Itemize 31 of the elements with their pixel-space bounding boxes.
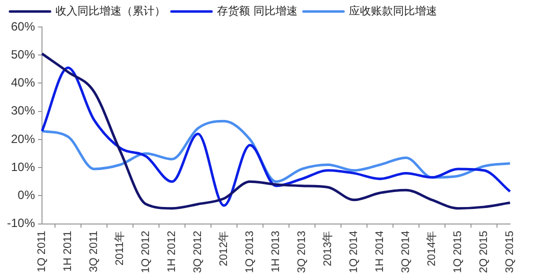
x-tick-label: 3Q 2012	[192, 230, 204, 273]
y-tick-label: 0%	[18, 188, 36, 202]
x-tick-label: 1Q 2013	[244, 230, 256, 273]
x-tick-label: 1H 2014	[374, 230, 386, 272]
legend-label: 存货额 同比增速	[217, 4, 298, 18]
legend-label: 收入同比增速（累计）	[56, 4, 166, 18]
x-tick-label: 2013年	[322, 230, 334, 266]
y-tick-label: 40%	[10, 76, 36, 90]
x-tick-label: 1Q 2015	[452, 230, 464, 273]
x-tick-label: 1H 2013	[270, 230, 282, 272]
x-tick-label: 3Q 2014	[400, 230, 412, 273]
line-series	[40, 120, 512, 183]
x-tick-label: 2012年	[218, 230, 230, 266]
y-tick-label: 20%	[10, 132, 36, 146]
x-tick-label: 3Q 2011	[88, 230, 100, 272]
y-tick-label: 30%	[10, 104, 36, 118]
x-tick-label: 2014年	[426, 230, 438, 266]
y-tick-label: 60%	[10, 19, 36, 34]
x-tick-label: 3Q 2015	[504, 230, 516, 273]
x-tick-label: 2Q 2015	[478, 230, 490, 273]
x-tick-label: 1Q 2014	[348, 230, 360, 273]
x-tick-label: 1H 2012	[166, 230, 178, 272]
legend-label: 应收账款同比增速	[348, 4, 437, 18]
y-tick-label: 10%	[10, 160, 36, 174]
x-tick-label: 1H 2011	[62, 230, 74, 272]
x-tick-label: 1Q 2011	[36, 230, 48, 272]
y-tick-label: 50%	[10, 47, 36, 62]
x-tick-label: 3Q 2013	[296, 230, 308, 273]
y-tick-label: -10%	[7, 216, 36, 230]
x-tick-label: 2011年	[114, 230, 126, 266]
x-tick-label: 1Q 2012	[140, 230, 152, 273]
